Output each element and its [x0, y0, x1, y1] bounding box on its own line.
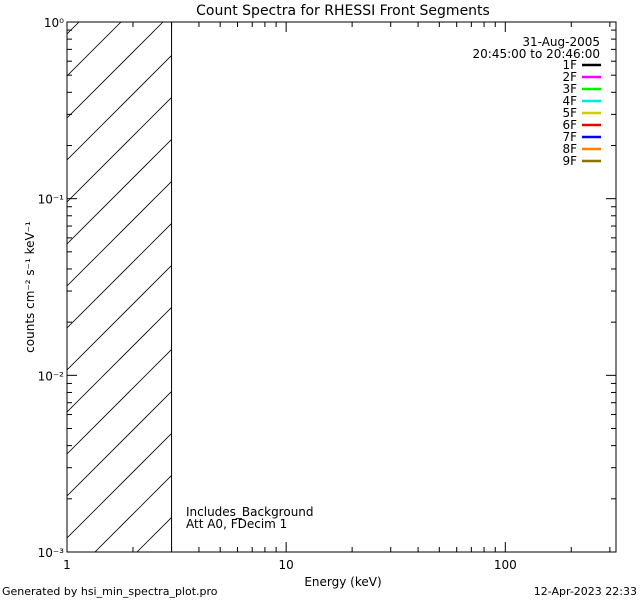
hatch-line [67, 265, 172, 371]
hatch-line [67, 139, 172, 245]
legend-label-2F: 2F [562, 70, 577, 84]
hatch-line [67, 181, 172, 287]
axes: 1 10 100 10⁰ 10⁻¹ 10⁻² 10⁻³ [38, 16, 616, 572]
legend-label-1F: 1F [562, 58, 577, 72]
hatch-line [67, 307, 172, 413]
hatch-line [67, 349, 172, 455]
hatch-line [67, 97, 172, 203]
legend-label-8F: 8F [562, 142, 577, 156]
y-tick-label: 10⁻¹ [38, 193, 65, 207]
x-tick-label: 10 [279, 558, 294, 572]
hatch-line [67, 391, 172, 497]
annotation-attenuator: Att A0, FDecim 1 [186, 517, 287, 531]
x-axis-label: Energy (keV) [304, 575, 381, 589]
hatch-line [94, 475, 172, 552]
y-tick-label: 10⁻³ [38, 546, 65, 560]
footer-date: 12-Apr-2023 22:33 [534, 585, 637, 598]
chart-title: Count Spectra for RHESSI Front Segments [196, 3, 490, 19]
hatch-line [67, 55, 172, 161]
legend-label-5F: 5F [562, 106, 577, 120]
plot-frame [66, 21, 617, 553]
annotation-background: Includes_Background [186, 505, 314, 519]
x-tick-label: 1 [63, 558, 71, 572]
y-tick-label: 10⁻² [38, 369, 65, 383]
footer-generated-by: Generated by hsi_min_spectra_plot.pro [2, 585, 218, 598]
legend-label-7F: 7F [562, 130, 577, 144]
y-axis-label: counts cm⁻² s⁻¹ keV⁻¹ [23, 221, 37, 353]
hatched-region [67, 22, 173, 552]
legend-label-3F: 3F [562, 82, 577, 96]
x-tick-label: 100 [494, 558, 517, 572]
hatch-line [67, 433, 172, 539]
date-label: 31-Aug-2005 [522, 35, 600, 49]
legend-label-9F: 9F [562, 154, 577, 168]
time-range-label: 20:45:00 to 20:46:00 [473, 47, 600, 61]
hatch-line [67, 22, 164, 119]
hatch-line [67, 223, 172, 329]
y-tick-label: 10⁰ [44, 16, 64, 30]
legend-label-6F: 6F [562, 118, 577, 132]
hatch-line [67, 22, 122, 77]
legend-label-4F: 4F [562, 94, 577, 108]
hatch-line [136, 517, 172, 552]
